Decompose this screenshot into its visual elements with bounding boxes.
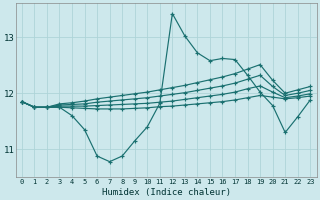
X-axis label: Humidex (Indice chaleur): Humidex (Indice chaleur): [101, 188, 231, 197]
